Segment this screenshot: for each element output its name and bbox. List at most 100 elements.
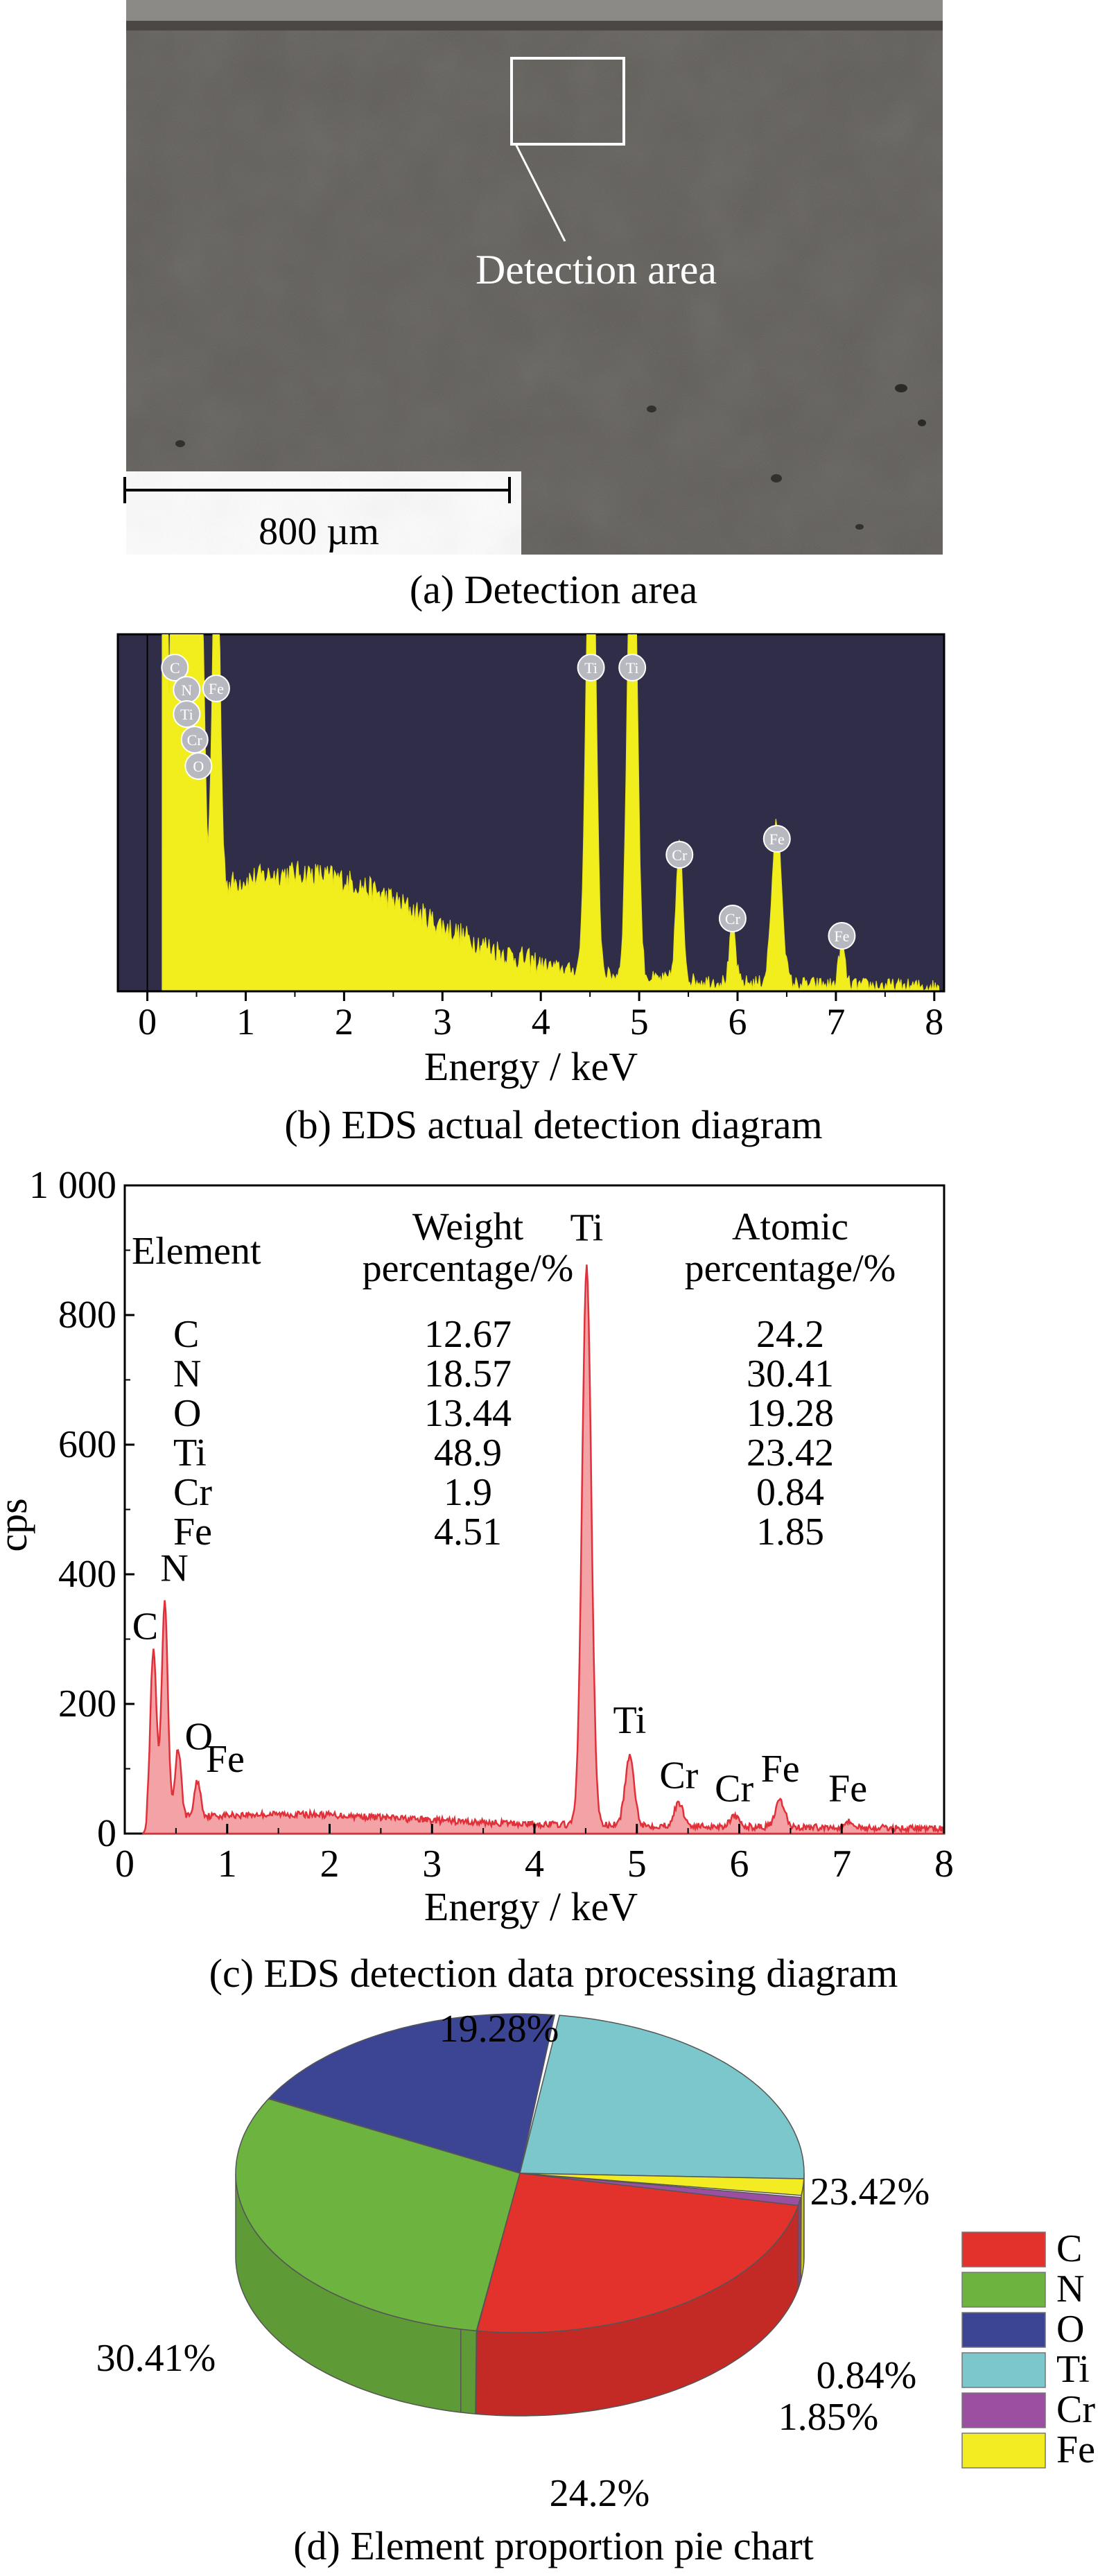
- table-row: C 12.67 24.2: [125, 1314, 943, 1355]
- peak-marker-label: Ti: [626, 659, 639, 677]
- x-tick-label: 5: [627, 1843, 647, 1886]
- element-pie-chart: 24.2% 30.41% 19.28% 23.42% 0.84%1.85% CNOTiCr…: [96, 2008, 1096, 2509]
- legend-swatch-o: [961, 2312, 1046, 2348]
- table-row: Ti 48.9 23.42: [125, 1432, 943, 1474]
- x-tick-label: 3: [433, 1001, 452, 1043]
- peak-marker-label: N: [181, 681, 192, 699]
- peak-label: Ti: [570, 1206, 603, 1249]
- panel-d-caption: (d) Element proportion pie chart: [293, 2523, 814, 2568]
- x-tick-label: 5: [630, 1001, 649, 1043]
- x-tick-label: 4: [532, 1001, 550, 1043]
- table-row: N 18.57 30.41: [125, 1353, 943, 1395]
- y-axis-title: cps: [0, 1498, 35, 1551]
- peak-label: Cr: [659, 1755, 698, 1798]
- x-tick-label: 4: [525, 1843, 544, 1886]
- peak-marker-label: Fe: [834, 928, 849, 945]
- pie-value-label-cr: 0.84%: [817, 2354, 917, 2397]
- legend-label-c: C: [1056, 2227, 1082, 2270]
- x-tick-label: 6: [729, 1001, 747, 1043]
- table-cell-element: Fe: [173, 1511, 212, 1554]
- table-row: O 13.44 19.28: [125, 1393, 943, 1434]
- spectrum-area: [162, 634, 940, 991]
- table-cell-atomic: 1.85: [756, 1511, 824, 1554]
- spectrum-area: [142, 1264, 945, 1835]
- x-tick-label: 2: [320, 1843, 340, 1886]
- x-tick-label: 8: [925, 1001, 943, 1043]
- detection-pointer: [514, 143, 566, 242]
- table-cell-element: N: [173, 1352, 202, 1395]
- pie-slice-ti: [519, 2014, 805, 2179]
- peak-marker: [173, 700, 201, 728]
- peak-marker: [828, 922, 856, 950]
- peak-marker: [762, 825, 791, 853]
- peak-label: O: [185, 1715, 213, 1758]
- x-tick-label: 1: [236, 1001, 255, 1043]
- x-tick-label: 1: [218, 1843, 237, 1886]
- peak-marker-label: Cr: [672, 846, 688, 864]
- pie-value-label-ti: 23.42%: [810, 2170, 930, 2213]
- pie-slice-n: [235, 2098, 521, 2332]
- table-cell-weight: 13.44: [424, 1392, 512, 1435]
- panel-a-caption: (a) Detection area: [409, 567, 698, 612]
- table-cell-weight: 12.67: [424, 1313, 512, 1356]
- x-tick-label: 7: [832, 1843, 851, 1886]
- peak-label: Cr: [715, 1767, 753, 1810]
- peak-label: Fe: [761, 1748, 800, 1791]
- legend-label-ti: Ti: [1056, 2348, 1090, 2391]
- table-cell-weight: 1.9: [444, 1471, 492, 1514]
- pie-slice-o: [268, 2013, 555, 2174]
- table-header-atomic: Atomic percentage/%: [684, 1206, 896, 1290]
- panel-c-caption: (c) EDS detection data processing diagra…: [209, 1951, 898, 1996]
- table-row: Cr 1.9 0.84: [125, 1472, 943, 1513]
- legend-label-cr: Cr: [1056, 2388, 1095, 2431]
- peak-marker-label: Cr: [187, 731, 203, 749]
- peak-marker: [202, 675, 230, 702]
- detection-rectangle: [510, 57, 625, 146]
- sem-image: [123, 0, 943, 555]
- legend-label-o: O: [1056, 2308, 1084, 2351]
- x-tick-label: 2: [335, 1001, 354, 1043]
- y-tick-label: 800: [58, 1294, 116, 1337]
- peak-marker-label: C: [170, 659, 180, 677]
- table-cell-element: C: [173, 1313, 200, 1356]
- x-tick-label: 6: [730, 1843, 749, 1886]
- table-header-weight: Weight percentage/%: [362, 1206, 574, 1290]
- y-tick-label: 200: [58, 1682, 116, 1725]
- composition-table: Element Weight percentage/% Atomic perce…: [125, 1203, 943, 1563]
- y-tick-label: 600: [58, 1423, 116, 1466]
- peak-label: Fe: [828, 1767, 867, 1810]
- x-tick-label: 7: [826, 1001, 845, 1043]
- legend-label-fe: Fe: [1056, 2428, 1095, 2471]
- legend-swatch-c: [961, 2231, 1046, 2268]
- x-tick-label: 0: [115, 1843, 134, 1886]
- peak-label: Ti: [613, 1699, 647, 1742]
- peak-marker-label: Fe: [769, 830, 785, 848]
- table-cell-weight: 48.9: [434, 1431, 502, 1474]
- legend-swatch-cr: [961, 2392, 1046, 2428]
- table-row: Fe 4.51 1.85: [125, 1511, 943, 1553]
- x-tick-label: 3: [422, 1843, 442, 1886]
- peak-marker-label: Ti: [180, 706, 193, 723]
- table-cell-atomic: 0.84: [756, 1471, 824, 1514]
- peak-marker: [577, 654, 605, 681]
- table-cell-atomic: 30.41: [747, 1352, 834, 1395]
- table-cell-weight: 18.57: [424, 1352, 512, 1395]
- table-header-element: Element: [132, 1230, 261, 1273]
- legend-swatch-n: [961, 2272, 1046, 2308]
- table-cell-atomic: 19.28: [747, 1392, 834, 1435]
- peak-marker-label: Cr: [725, 910, 741, 928]
- peak-marker: [665, 841, 694, 869]
- legend-swatch-fe: [961, 2433, 1046, 2469]
- legend-swatch-ti: [961, 2352, 1046, 2388]
- pie-slice-fe: [519, 2173, 805, 2196]
- peak-label: C: [132, 1605, 158, 1648]
- panel-b-caption: (b) EDS actual detection diagram: [284, 1102, 823, 1147]
- y-tick-label: 400: [58, 1553, 116, 1596]
- pie-value-label-fe: 1.85%: [778, 2396, 879, 2439]
- peak-marker: [184, 752, 213, 780]
- x-axis-title: Energy / keV: [424, 1884, 638, 1929]
- table-cell-atomic: 24.2: [756, 1313, 824, 1356]
- table-cell-element: Cr: [173, 1471, 212, 1514]
- pie-value-label-o: 19.28%: [439, 2008, 559, 2051]
